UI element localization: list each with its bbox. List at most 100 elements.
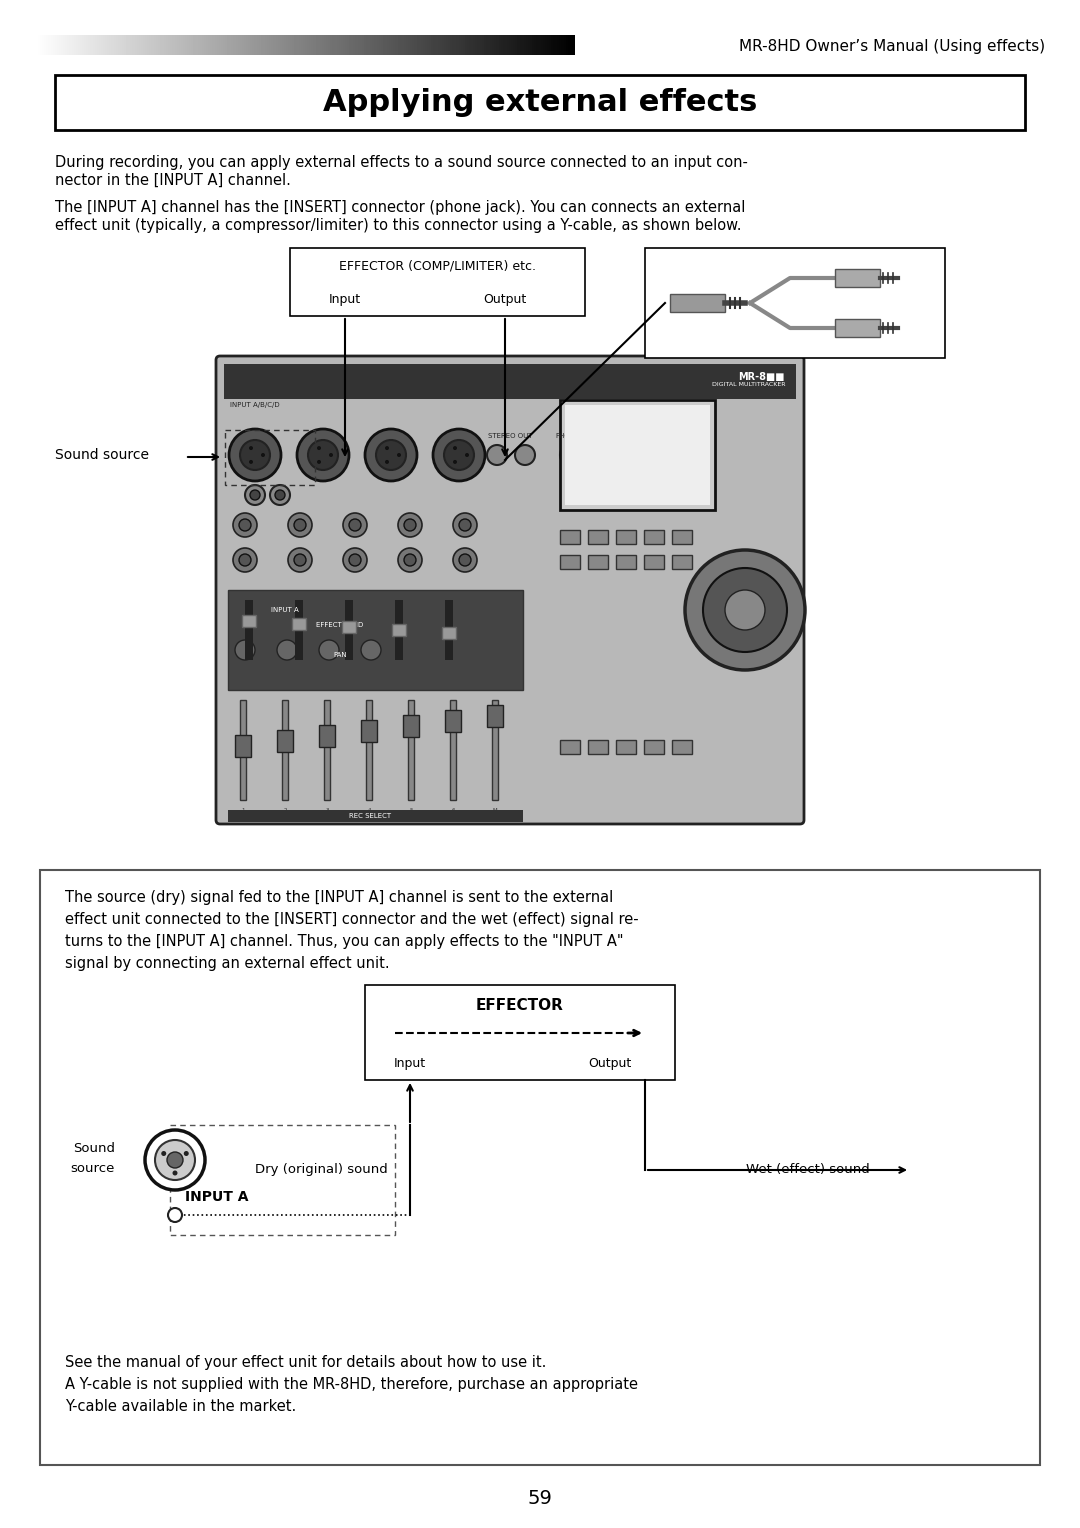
Circle shape — [240, 440, 270, 471]
Circle shape — [156, 1140, 195, 1180]
Circle shape — [235, 640, 255, 660]
Bar — [228, 590, 523, 691]
Circle shape — [297, 429, 349, 481]
Bar — [672, 530, 692, 544]
Bar — [319, 724, 335, 747]
Circle shape — [249, 490, 260, 500]
Circle shape — [318, 446, 321, 451]
Circle shape — [487, 445, 507, 465]
Circle shape — [725, 590, 765, 630]
Text: Input: Input — [394, 1056, 427, 1070]
Circle shape — [294, 520, 306, 532]
Circle shape — [404, 555, 416, 565]
Bar — [492, 700, 498, 801]
Text: signal by connecting an external effect unit.: signal by connecting an external effect … — [65, 957, 390, 970]
Bar — [672, 740, 692, 753]
Bar — [395, 601, 403, 660]
Text: 2: 2 — [283, 808, 287, 813]
Text: M: M — [492, 808, 497, 813]
Bar — [672, 555, 692, 568]
Bar — [365, 986, 675, 1080]
Bar — [561, 555, 580, 568]
Circle shape — [288, 549, 312, 571]
Bar — [588, 740, 608, 753]
Circle shape — [453, 460, 457, 465]
Bar — [276, 730, 293, 752]
Circle shape — [229, 429, 281, 481]
Circle shape — [239, 555, 251, 565]
Text: EFFECTOR (COMP/LIMITER) etc.: EFFECTOR (COMP/LIMITER) etc. — [339, 260, 536, 272]
Circle shape — [384, 446, 389, 451]
Bar — [487, 704, 503, 727]
Bar — [170, 1125, 395, 1235]
Text: Input: Input — [329, 293, 361, 307]
Bar — [561, 530, 580, 544]
Text: INPUT A: INPUT A — [271, 607, 299, 613]
Circle shape — [308, 440, 338, 471]
Bar — [835, 319, 880, 338]
Bar — [361, 720, 377, 743]
Text: source: source — [70, 1161, 114, 1175]
Bar — [561, 400, 715, 510]
Bar — [565, 405, 710, 504]
Circle shape — [168, 1209, 183, 1222]
Circle shape — [173, 1170, 177, 1175]
Bar — [616, 555, 636, 568]
Bar — [342, 620, 356, 633]
Bar — [442, 626, 456, 639]
Circle shape — [459, 520, 471, 532]
Bar — [366, 700, 372, 801]
Bar — [55, 75, 1025, 130]
Text: Dry (original) sound: Dry (original) sound — [255, 1163, 388, 1177]
Text: turns to the [INPUT A] channel. Thus, you can apply effects to the "INPUT A": turns to the [INPUT A] channel. Thus, yo… — [65, 934, 623, 949]
Circle shape — [275, 490, 285, 500]
Circle shape — [453, 446, 457, 451]
Text: A Y-cable is not supplied with the MR-8HD, therefore, purchase an appropriate: A Y-cable is not supplied with the MR-8H… — [65, 1377, 638, 1392]
Circle shape — [444, 440, 474, 471]
Circle shape — [453, 549, 477, 571]
Text: Applying external effects: Applying external effects — [323, 89, 757, 118]
Bar — [670, 293, 725, 312]
Bar — [645, 248, 945, 358]
Text: PAN: PAN — [334, 652, 347, 659]
Text: DIGITAL MULTITRACKER: DIGITAL MULTITRACKER — [712, 382, 785, 387]
Bar — [235, 735, 251, 756]
Circle shape — [361, 640, 381, 660]
Circle shape — [349, 520, 361, 532]
Bar — [291, 248, 585, 316]
Circle shape — [145, 1131, 205, 1190]
Circle shape — [561, 445, 580, 465]
Bar — [445, 711, 461, 732]
Bar — [345, 601, 353, 660]
Text: 3: 3 — [325, 808, 328, 813]
Bar — [324, 700, 330, 801]
Circle shape — [343, 513, 367, 536]
Circle shape — [249, 446, 253, 451]
Text: effect unit (typically, a compressor/limiter) to this connector using a Y-cable,: effect unit (typically, a compressor/lim… — [55, 219, 742, 232]
Bar — [224, 364, 796, 399]
Bar — [445, 601, 453, 660]
Circle shape — [233, 549, 257, 571]
Text: 1: 1 — [241, 808, 245, 813]
Bar — [225, 429, 315, 484]
Circle shape — [270, 484, 291, 504]
Circle shape — [397, 452, 401, 457]
Text: During recording, you can apply external effects to a sound source connected to : During recording, you can apply external… — [55, 154, 747, 170]
Bar — [588, 555, 608, 568]
Circle shape — [184, 1151, 189, 1157]
Bar — [292, 617, 306, 630]
Text: REC SELECT: REC SELECT — [349, 813, 391, 819]
Circle shape — [433, 429, 485, 481]
Bar — [392, 623, 406, 636]
Bar — [245, 601, 253, 660]
Circle shape — [703, 568, 787, 652]
Text: 59: 59 — [527, 1488, 553, 1508]
Text: Y-cable available in the market.: Y-cable available in the market. — [65, 1400, 296, 1413]
Circle shape — [261, 452, 265, 457]
Circle shape — [249, 460, 253, 465]
Text: 5: 5 — [409, 808, 413, 813]
Bar — [644, 740, 664, 753]
Circle shape — [465, 452, 469, 457]
Bar — [242, 614, 256, 626]
Text: Output: Output — [589, 1056, 632, 1070]
